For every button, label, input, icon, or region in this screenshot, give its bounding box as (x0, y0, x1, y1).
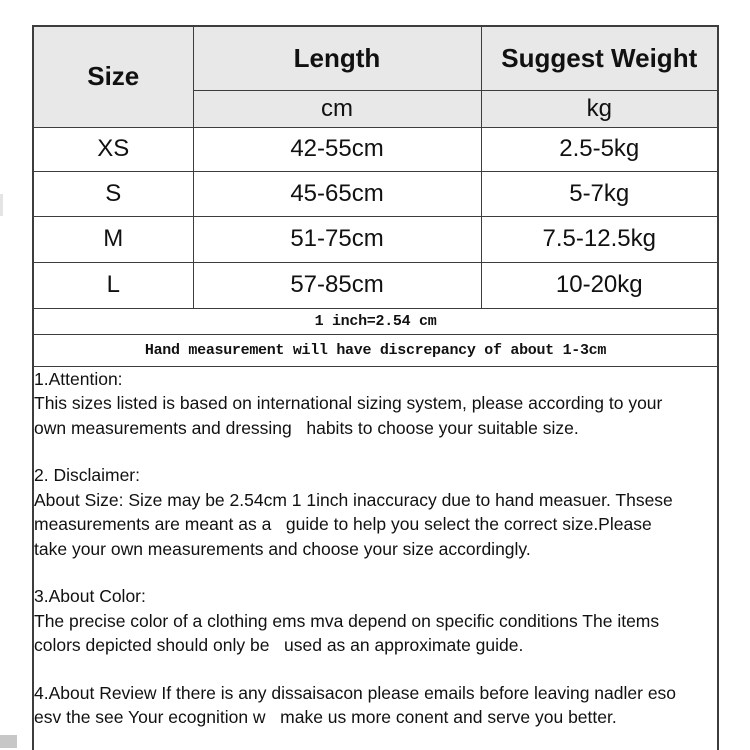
notes-box: 1.Attention: This sizes listed is based … (32, 365, 719, 750)
note-disclaimer: 2. Disclaimer: About Size: Size may be 2… (34, 465, 673, 559)
length-cell: 42-55cm (192, 126, 482, 172)
size-cell: L (32, 261, 194, 309)
note-attention: 1.Attention: This sizes listed is based … (34, 368, 663, 438)
table-row-s: S 45-65cm 5-7kg (32, 170, 719, 217)
inch-conversion-note: 1 inch=2.54 cm (32, 307, 719, 335)
weight-cell: 5-7kg (480, 170, 719, 217)
hand-measurement-row: Hand measurement will have discrepancy o… (32, 333, 719, 367)
size-table: Size Length Suggest Weight cm kg XS 42-5… (32, 25, 719, 750)
hand-measurement-note: Hand measurement will have discrepancy o… (32, 333, 719, 367)
inch-conversion-row: 1 inch=2.54 cm (32, 307, 719, 335)
weight-cell: 10-20kg (480, 261, 719, 309)
note-about-color: 3.About Color: The precise color of a cl… (34, 586, 660, 655)
table-header-row: Size Length Suggest Weight (32, 25, 719, 128)
col-header-size: Size (32, 25, 194, 128)
length-cell: 45-65cm (192, 170, 482, 217)
table-unit-row: cm kg (33, 89, 719, 128)
unit-length: cm (192, 89, 482, 128)
weight-cell: 7.5-12.5kg (480, 215, 719, 263)
table-row-m: M 51-75cm 7.5-12.5kg (32, 215, 719, 263)
note-about-review: 4.About Review If there is any dissaisac… (34, 682, 677, 728)
table-row-xs: XS 42-55cm 2.5-5kg (32, 126, 719, 172)
size-cell: XS (32, 126, 194, 172)
col-header-weight: Suggest Weight (480, 25, 719, 91)
length-cell: 57-85cm (192, 261, 482, 309)
size-cell: M (32, 215, 194, 263)
size-cell: S (32, 170, 194, 217)
edge-artifact (0, 194, 3, 216)
length-cell: 51-75cm (192, 215, 482, 263)
col-header-length: Length (192, 25, 482, 91)
weight-cell: 2.5-5kg (480, 126, 719, 172)
notes-row: 1.Attention: This sizes listed is based … (32, 365, 719, 750)
unit-weight: kg (480, 89, 719, 128)
table-row-l: L 57-85cm 10-20kg (32, 261, 719, 309)
corner-artifact (0, 735, 17, 748)
